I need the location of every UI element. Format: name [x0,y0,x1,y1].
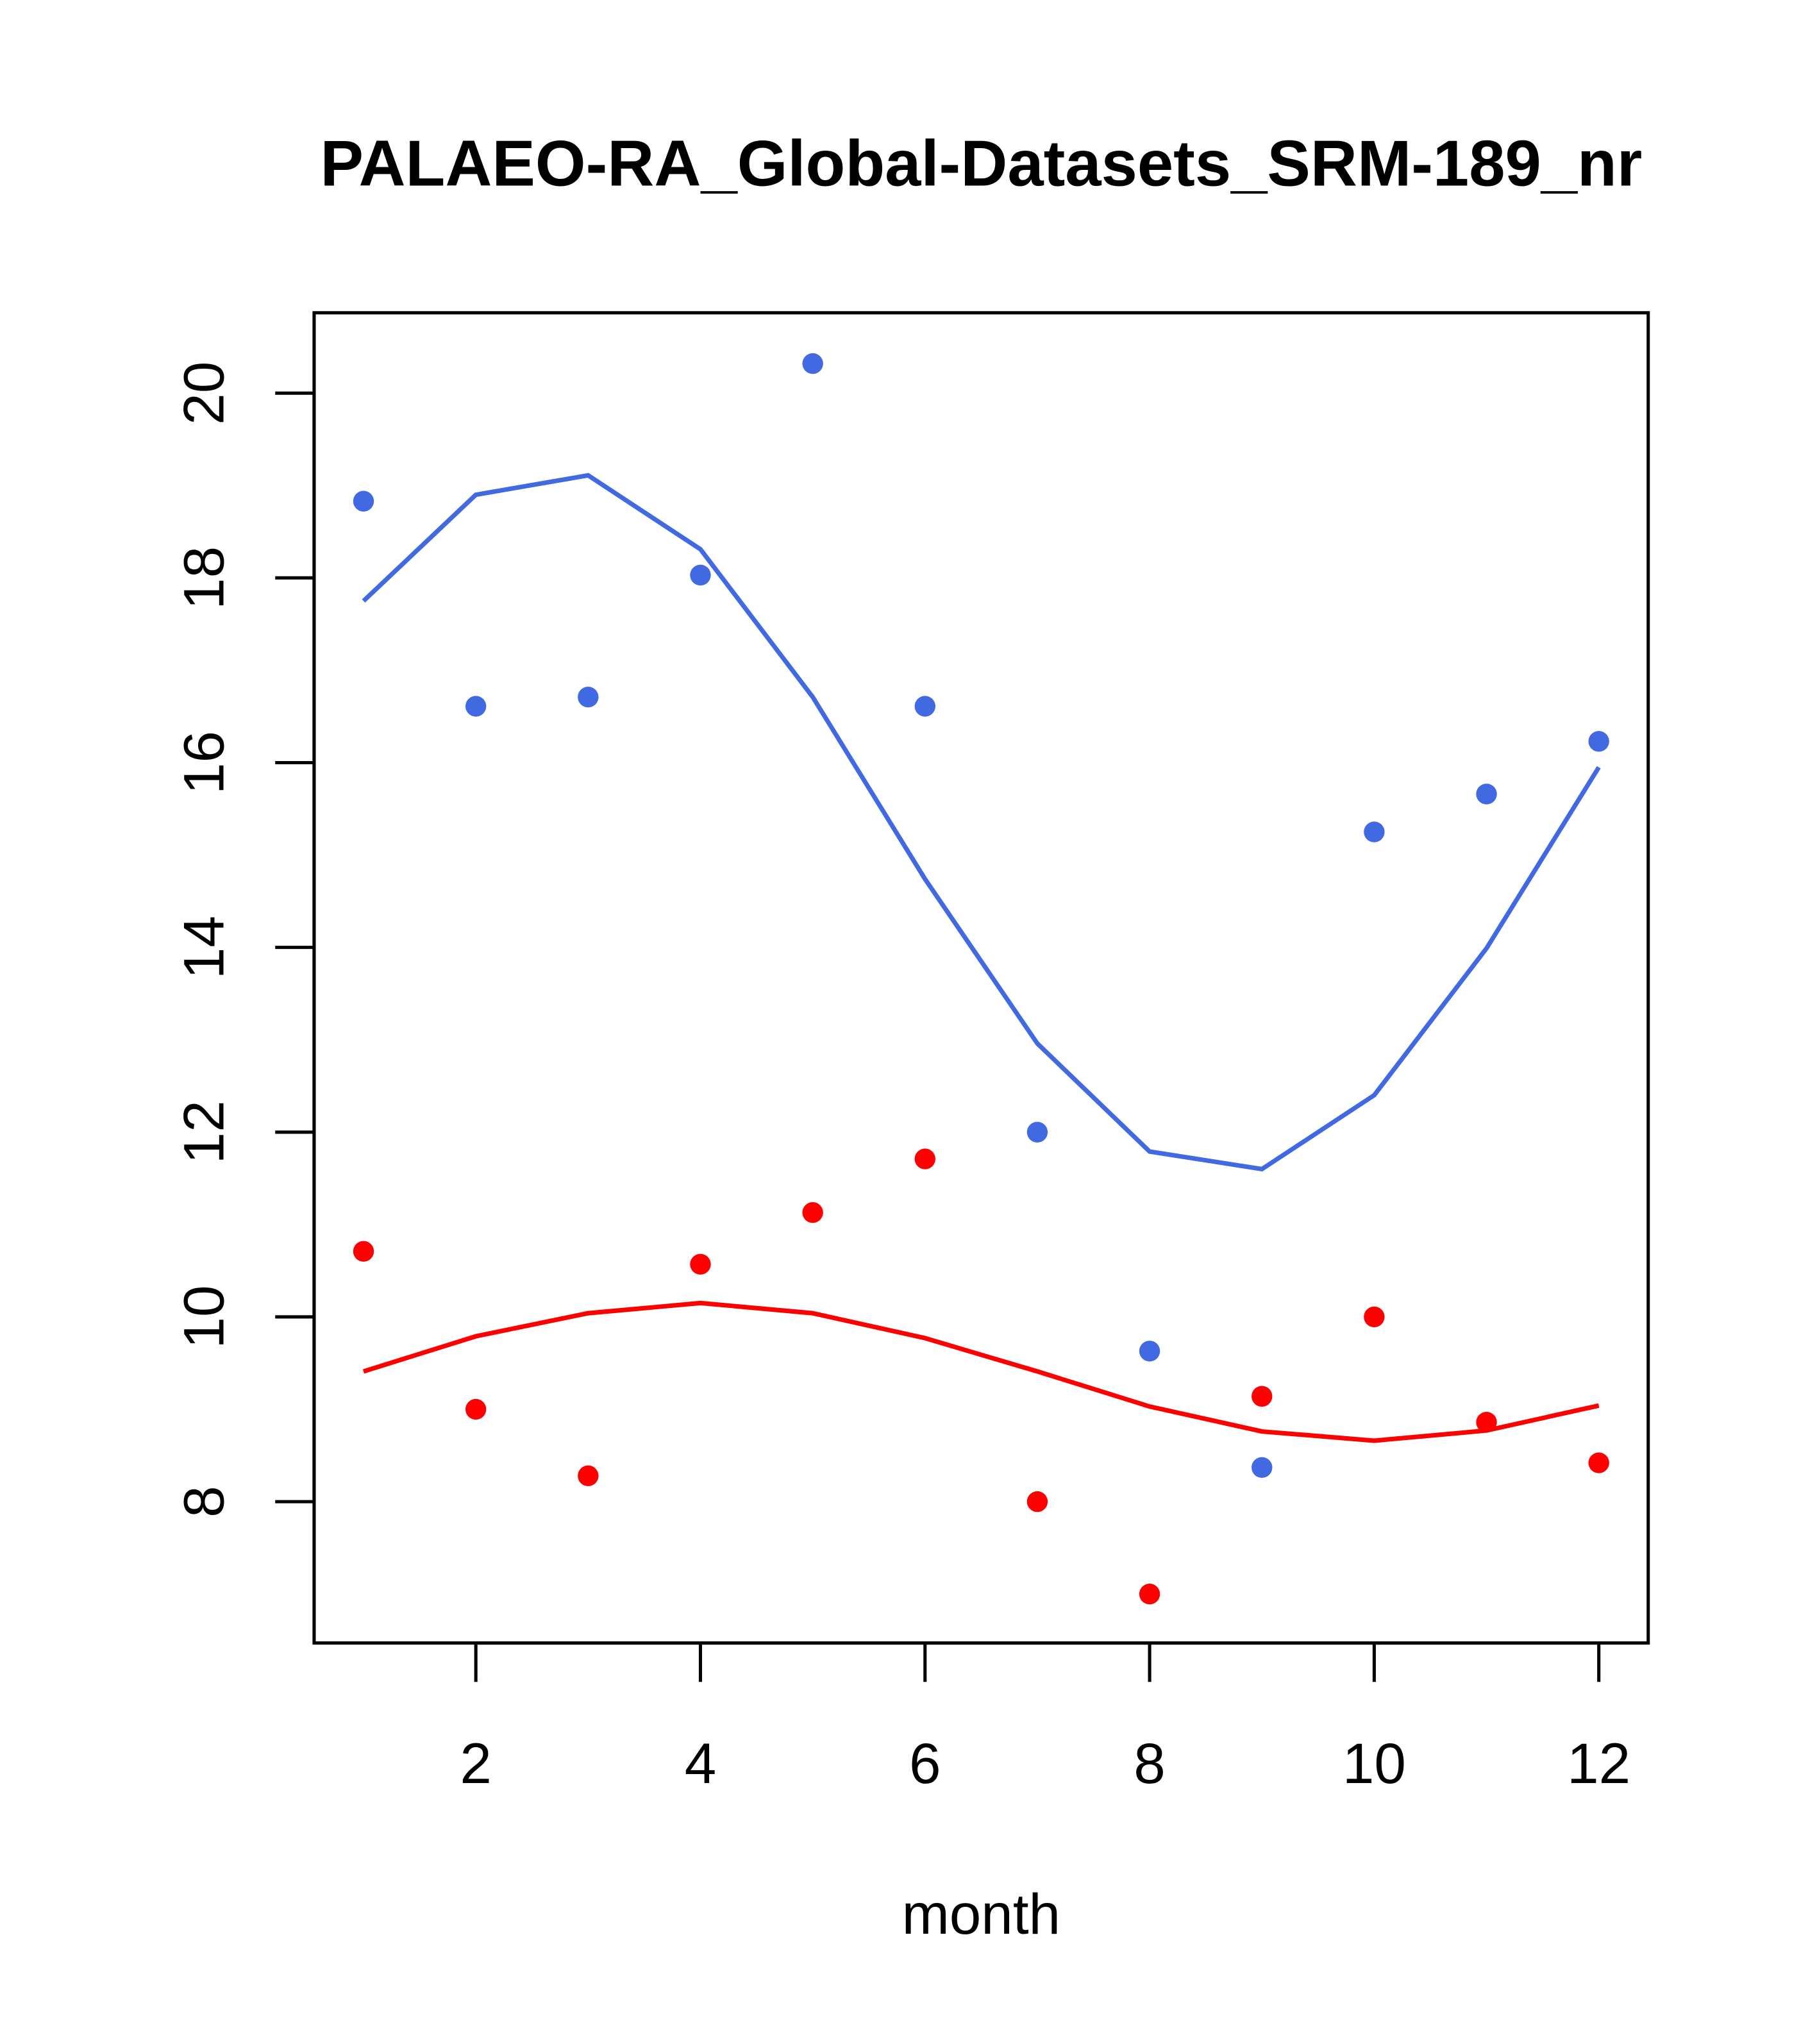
red-point [690,1253,711,1275]
red-point [353,1241,374,1262]
blue-point [1588,731,1609,752]
red-line [362,1300,1600,1443]
red-point [465,1398,487,1420]
x-axis: 2 4 6 8 10 12 [460,1641,1630,1795]
red-point [914,1148,935,1169]
plot-frame [312,311,1650,1645]
x-tick-label: 12 [1567,1731,1630,1795]
chart-title: PALAEO-RA_Global-Datasets_SRM-189_nr [320,127,1642,199]
blue-point [353,490,374,512]
blue-point [1476,783,1497,805]
y-tick-label: 10 [171,1285,235,1348]
red-point [1026,1491,1048,1512]
red-point [802,1202,823,1223]
red-point [1252,1386,1273,1407]
y-axis: 8 10 12 14 16 18 20 [171,362,316,1518]
red-point [1139,1583,1160,1605]
x-tick-label: 6 [909,1731,941,1795]
red-point [1588,1452,1609,1473]
blue-point [1139,1341,1160,1362]
red-point [1364,1306,1385,1328]
x-tick-label: 10 [1343,1731,1406,1795]
y-tick-label: 8 [171,1486,235,1518]
plot-marks [353,353,1609,1605]
blue-point [802,353,823,374]
x-tick-label: 8 [1134,1731,1166,1795]
red-point [578,1465,599,1486]
blue-point [690,564,711,586]
blue-point [465,696,487,717]
y-tick-label: 18 [171,546,235,610]
y-tick-label: 14 [171,916,235,979]
blue-point [1364,821,1385,842]
blue-point [578,686,599,708]
blue-line [362,473,1601,1172]
x-tick-label: 4 [685,1731,717,1795]
y-tick-label: 12 [171,1100,235,1164]
y-tick-label: 16 [171,731,235,794]
y-tick-label: 20 [171,362,235,425]
blue-point [1026,1121,1048,1143]
blue-point [914,696,935,717]
x-axis-label: month [902,1882,1061,1946]
x-tick-label: 2 [460,1731,492,1795]
blue-point [1252,1457,1273,1478]
